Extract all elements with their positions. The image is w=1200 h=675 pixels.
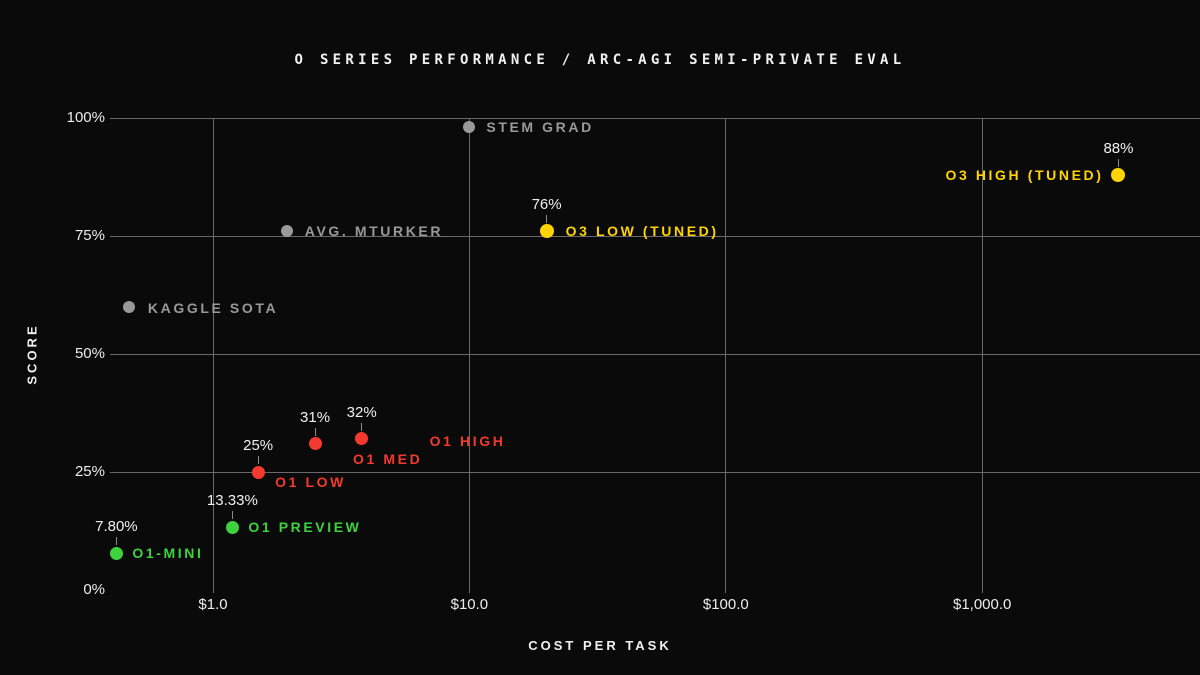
- point-o1-mini-label: O1-MINI: [132, 545, 204, 562]
- leader-o3-high-tuned: [1117, 158, 1119, 167]
- x-tick-label: $100.0: [702, 596, 749, 613]
- leader-o1-low: [257, 456, 259, 464]
- chart-title: O SERIES PERFORMANCE / ARC-AGI SEMI-PRIV…: [294, 52, 906, 68]
- value-label-o3-low-tuned: 76%: [531, 196, 562, 214]
- gridline-x-100: [725, 118, 727, 593]
- gridline-x-1000: [981, 118, 983, 593]
- y-tick-label: 50%: [74, 345, 105, 362]
- point-avg-mturker-dot: [280, 225, 293, 238]
- x-axis-title: COST PER TASK: [528, 638, 672, 653]
- leader-o1-mini: [115, 537, 117, 546]
- point-kaggle-sota-dot: [122, 300, 135, 313]
- point-o1-low-label: O1 LOW: [275, 474, 346, 490]
- y-tick-label: 75%: [74, 227, 105, 244]
- gridline-x-10: [468, 118, 470, 593]
- y-tick-label: 25%: [74, 463, 105, 480]
- y-tick-label: 0%: [83, 581, 105, 598]
- point-o1-med-label: O1 MED: [353, 450, 423, 467]
- gridline-y-50: [110, 353, 1200, 355]
- value-label-o1-preview: 13.33%: [206, 492, 258, 510]
- gridline-y-100: [110, 117, 1200, 119]
- value-label-o1-high: 32%: [346, 403, 377, 421]
- point-avg-mturker-label: AVG. MTURKER: [304, 223, 444, 240]
- point-o1-mini-dot: [109, 546, 123, 560]
- gridline-x-1: [212, 118, 214, 593]
- point-o1-high-dot: [355, 432, 369, 446]
- value-label-o1-mini: 7.80%: [95, 518, 138, 536]
- x-tick-label: $10.0: [450, 596, 489, 613]
- gridline-y-75: [110, 235, 1200, 237]
- point-o1-med-dot: [308, 437, 322, 451]
- point-o1-preview-label: O1 PREVIEW: [248, 519, 362, 536]
- leader-o1-med: [314, 427, 316, 436]
- y-tick-label: 100%: [66, 109, 105, 126]
- leader-o1-preview: [231, 511, 233, 520]
- point-o3-low-tuned-dot: [539, 224, 554, 239]
- point-stem-grad-dot: [463, 121, 476, 134]
- x-tick-label: $1,000.0: [952, 596, 1012, 613]
- point-o3-high-tuned-label: O3 HIGH (TUNED): [945, 166, 1104, 183]
- value-label-o1-low: 25%: [243, 437, 274, 454]
- point-o1-preview-dot: [225, 520, 239, 534]
- point-stem-grad-label: STEM GRAD: [486, 119, 594, 136]
- x-tick-label: $1.0: [198, 596, 228, 613]
- point-o1-low-dot: [251, 465, 265, 479]
- leader-o3-low-tuned: [546, 215, 548, 224]
- point-o3-low-tuned-label: O3 LOW (TUNED): [565, 223, 719, 240]
- leader-o1-high: [361, 422, 363, 431]
- point-kaggle-sota-label: KAGGLE SOTA: [147, 299, 279, 316]
- point-o1-high-label: O1 HIGH: [429, 432, 506, 449]
- value-label-o1-med: 31%: [300, 408, 331, 426]
- point-o3-high-tuned-dot: [1111, 167, 1126, 182]
- gridline-y-25: [110, 471, 1200, 473]
- value-label-o3-high-tuned: 88%: [1103, 139, 1134, 157]
